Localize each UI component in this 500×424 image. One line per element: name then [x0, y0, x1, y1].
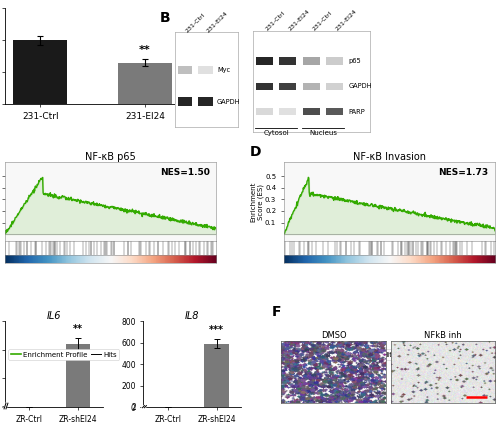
Text: Myc: Myc [217, 67, 230, 73]
Text: **: ** [73, 324, 83, 334]
Legend: Enrichment Profile, Hits: Enrichment Profile, Hits [8, 349, 119, 360]
Bar [326, 58, 343, 64]
Text: **: ** [139, 45, 151, 55]
Text: F: F [272, 305, 281, 319]
Text: GAPDH: GAPDH [348, 84, 372, 89]
Text: NES=1.50: NES=1.50 [160, 168, 210, 177]
Bar [280, 58, 296, 64]
Text: NES=1.73: NES=1.73 [438, 168, 488, 177]
Bar [280, 83, 296, 90]
Bar [118, 63, 172, 104]
Text: Cytosol: Cytosol [263, 130, 289, 136]
Text: ***: *** [209, 325, 224, 335]
Bar [13, 40, 68, 104]
Bar [326, 83, 343, 90]
Bar [326, 109, 343, 115]
Bar [204, 343, 229, 407]
Bar [178, 98, 192, 106]
Text: 231-Ctrl: 231-Ctrl [311, 10, 332, 32]
Text: 231-EI24: 231-EI24 [288, 8, 311, 32]
Title: NF-κB p65: NF-κB p65 [85, 151, 136, 162]
Bar [66, 344, 90, 407]
Text: B: B [160, 11, 170, 25]
Bar [256, 58, 272, 64]
Bar [256, 109, 272, 115]
Bar [303, 83, 320, 90]
Title: NF-κB Invasion: NF-κB Invasion [353, 151, 426, 162]
Text: 231-Ctrl: 231-Ctrl [264, 10, 285, 32]
Text: p65: p65 [348, 58, 361, 64]
Text: PARP: PARP [348, 109, 365, 115]
Bar [303, 58, 320, 64]
Title: IL6: IL6 [46, 311, 61, 321]
Bar [178, 66, 192, 75]
Text: Nucleus: Nucleus [309, 130, 337, 136]
Text: GAPDH: GAPDH [217, 99, 240, 105]
Text: 231-Ctrl: 231-Ctrl [185, 12, 206, 33]
Bar [303, 109, 320, 115]
Text: D: D [250, 145, 262, 159]
Bar [198, 98, 212, 106]
Title: DMSO: DMSO [321, 331, 346, 340]
Text: 231-EI24: 231-EI24 [205, 10, 229, 33]
Y-axis label: Enrichment
Score (ES): Enrichment Score (ES) [250, 181, 264, 222]
Legend: Enrichment Profile, Hits: Enrichment Profile, Hits [288, 349, 398, 360]
Bar [256, 83, 272, 90]
Text: 231-EI24: 231-EI24 [335, 8, 358, 32]
Title: IL8: IL8 [185, 311, 200, 321]
Bar [198, 66, 212, 75]
Bar [280, 109, 296, 115]
Title: NFkB inh: NFkB inh [424, 331, 462, 340]
